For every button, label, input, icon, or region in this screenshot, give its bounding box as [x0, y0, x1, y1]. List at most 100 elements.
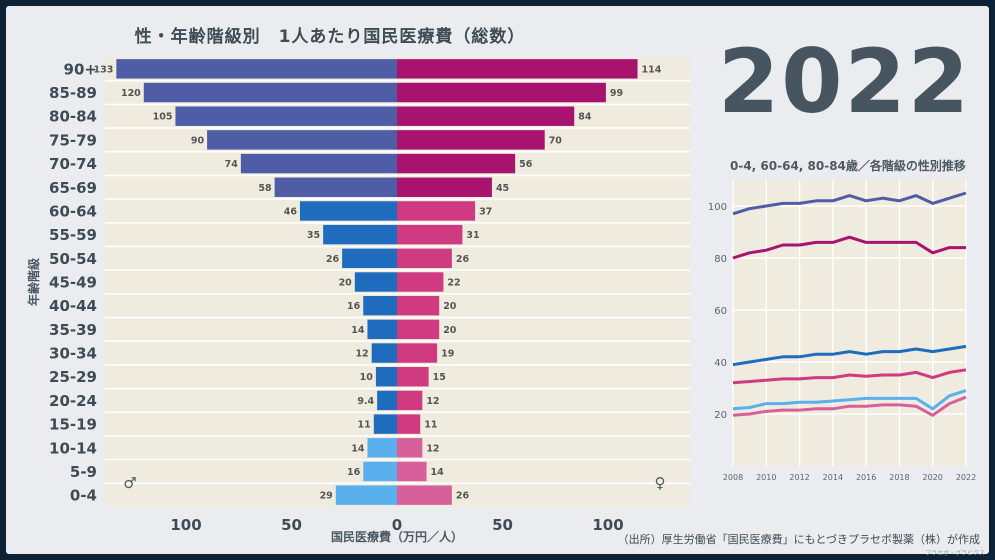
female-value-label: 26 — [456, 254, 470, 265]
female-value-label: 19 — [441, 349, 454, 360]
x-tick-label: 100 — [592, 516, 623, 534]
x-tick-label: 100 — [170, 516, 201, 534]
age-group-label: 55-59 — [49, 226, 97, 244]
male-value-label: 46 — [284, 206, 298, 217]
female-value-label: 15 — [433, 372, 446, 383]
female-value-label: 26 — [456, 491, 470, 502]
male-value-label: 14 — [351, 443, 365, 454]
age-group-label: 45-49 — [49, 274, 97, 292]
female-value-label: 37 — [479, 206, 492, 217]
male-value-label: 58 — [258, 183, 272, 194]
female-bar — [397, 438, 423, 458]
male-value-label: 9.4 — [357, 396, 374, 407]
male-bar — [274, 177, 397, 197]
male-bar — [377, 390, 397, 411]
male-bar — [375, 367, 397, 387]
female-bar — [397, 367, 429, 387]
female-bar — [397, 224, 463, 245]
female-bar — [397, 414, 421, 434]
male-value-label: 14 — [351, 325, 365, 336]
female-value-label: 12 — [426, 396, 439, 407]
age-group-label: 35-39 — [49, 321, 97, 339]
male-bar — [367, 438, 397, 458]
male-bar — [143, 82, 397, 103]
female-bar — [397, 272, 444, 292]
male-bar — [240, 153, 397, 174]
pyramid-bars: 133 114 120 99 105 84 90 70 74 56 58 45 46 37 35 31 26 26… — [94, 59, 662, 505]
male-value-label: 20 — [339, 278, 353, 289]
age-group-label: 90+ — [64, 60, 97, 78]
male-bar — [299, 201, 397, 221]
x-tick-label: 0 — [392, 516, 402, 534]
male-bar — [342, 248, 397, 269]
age-group-label: 10-14 — [49, 439, 97, 457]
age-group-label: 20-24 — [49, 392, 97, 410]
age-group-label: 80-84 — [49, 108, 97, 126]
female-bar — [397, 130, 545, 150]
age-group-label: 75-79 — [49, 131, 97, 149]
male-value-label: 10 — [360, 372, 374, 383]
male-value-label: 16 — [347, 467, 361, 478]
x-tick-label: 50 — [281, 516, 302, 534]
age-group-label: 85-89 — [49, 84, 97, 102]
age-group-label: 25-29 — [49, 368, 97, 386]
female-value-label: 56 — [519, 159, 533, 170]
male-value-label: 16 — [347, 301, 361, 312]
male-value-label: 35 — [307, 230, 320, 241]
male-bar — [373, 414, 397, 434]
female-bar — [397, 319, 440, 340]
source-note: （出所）厚生労働省「国民医療費」にもとづきプラセボ製薬（株）が作成 — [617, 533, 980, 546]
male-value-label: 105 — [153, 112, 173, 123]
female-symbol-icon: ♀ — [655, 474, 666, 492]
age-group-label: 50-54 — [49, 250, 97, 268]
age-group-label: 70-74 — [49, 155, 97, 173]
female-bar — [397, 295, 440, 316]
age-group-label: 15-19 — [49, 416, 97, 434]
trend-title: 0-4, 60-64, 80-84歳／各階級の性別推移 — [730, 159, 966, 173]
male-bar — [323, 224, 397, 245]
credit-label: プラセボ・グラビクス — [925, 550, 985, 557]
female-bar — [397, 106, 575, 126]
female-value-label: 45 — [496, 183, 509, 194]
female-value-label: 11 — [424, 420, 437, 431]
male-value-label: 133 — [94, 64, 114, 75]
female-value-label: 114 — [642, 64, 662, 75]
age-group-label: 40-44 — [49, 297, 97, 315]
female-bar — [397, 390, 423, 411]
female-bar — [397, 153, 516, 174]
male-value-label: 26 — [326, 254, 340, 265]
female-bar — [397, 461, 427, 482]
male-symbol-icon: ♂ — [123, 474, 136, 492]
pyramid-gridlines — [105, 79, 690, 485]
male-bar — [207, 130, 397, 150]
pyramid-x-axis-label: 国民医療費（万円／人） — [331, 529, 463, 544]
female-bar — [397, 343, 438, 363]
male-value-label: 120 — [121, 88, 141, 99]
female-value-label: 84 — [578, 112, 592, 123]
age-group-label: 5-9 — [70, 463, 97, 481]
male-bar — [363, 461, 397, 482]
female-bar — [397, 201, 476, 221]
female-value-label: 20 — [443, 301, 457, 312]
male-bar — [354, 272, 397, 292]
age-group-label: 60-64 — [49, 202, 97, 220]
male-bar — [367, 319, 397, 340]
female-bar — [397, 177, 492, 197]
pyramid-x-ticks: 100 50 0 50 100 — [170, 516, 623, 534]
female-bar — [397, 485, 452, 505]
year-label: 2022 — [718, 30, 971, 133]
female-bar — [397, 248, 452, 269]
age-group-label: 30-34 — [49, 345, 97, 363]
female-value-label: 20 — [443, 325, 457, 336]
male-value-label: 11 — [358, 420, 371, 431]
female-bar — [397, 59, 638, 79]
female-value-label: 12 — [426, 443, 439, 454]
pyramid-y-axis-label: 年齢階級 — [26, 258, 41, 306]
female-value-label: 70 — [549, 135, 563, 146]
female-value-label: 14 — [431, 467, 445, 478]
male-value-label: 74 — [225, 159, 239, 170]
male-bar — [116, 59, 398, 79]
female-bar — [397, 82, 606, 103]
age-group-label: 0-4 — [70, 487, 97, 505]
